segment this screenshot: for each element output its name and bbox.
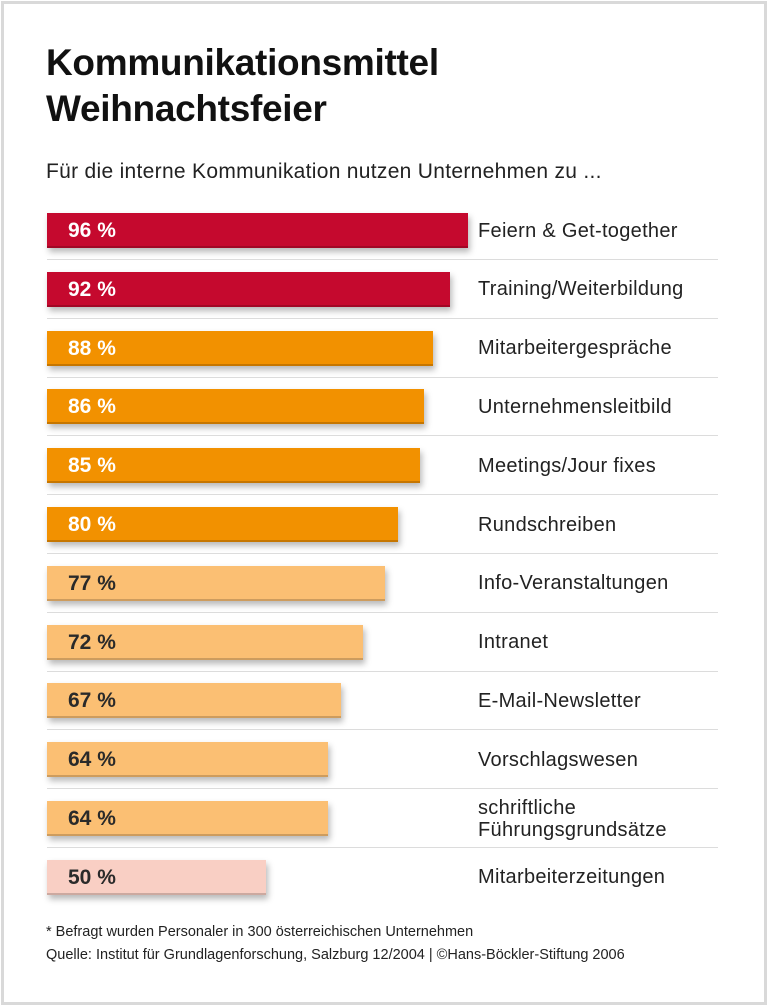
category-label-line: Intranet	[478, 631, 549, 654]
row-divider	[47, 435, 718, 437]
bar	[47, 801, 328, 836]
category-label: Mitarbeitergespräche	[478, 337, 672, 359]
bar	[47, 742, 328, 778]
value-label: 80 %	[68, 513, 116, 536]
category-label: Unternehmensleitbild	[478, 396, 672, 418]
row-divider	[47, 259, 718, 260]
chart-subtitle: Für die interne Kommunikation nutzen Unt…	[46, 160, 602, 183]
category-label-line: Feiern & Get-together	[478, 219, 678, 242]
footnote: * Befragt wurden Personaler in 300 öster…	[46, 924, 474, 940]
row-divider	[47, 670, 718, 672]
row-divider	[47, 729, 718, 731]
bar	[47, 507, 398, 542]
value-label: 86 %	[68, 395, 116, 419]
category-label-line: Unternehmensleitbild	[478, 395, 672, 418]
category-label-line: schriftliche	[478, 796, 577, 819]
value-label: 72 %	[68, 630, 116, 654]
bar	[47, 624, 363, 660]
value-label: 64 %	[68, 807, 116, 830]
bar	[47, 565, 385, 601]
category-label-line: Vorschlagswesen	[478, 748, 639, 771]
row-divider	[47, 376, 718, 378]
title-line-1: Kommunikationsmittel	[46, 42, 439, 83]
category-label: E-Mail-Newsletter	[478, 690, 641, 712]
category-label: Rundschreiben	[478, 514, 616, 536]
category-label: Feiern & Get-together	[478, 220, 678, 242]
category-label-line: Mitarbeiterzeitungen	[478, 866, 666, 889]
category-label: Training/Weiterbildung	[478, 278, 684, 300]
bar	[47, 859, 267, 895]
row-divider	[47, 788, 718, 790]
bar	[47, 389, 425, 425]
value-label: 50 %	[68, 865, 116, 889]
value-label: 64 %	[68, 748, 116, 772]
category-label: Meetings/Jour fixes	[478, 455, 656, 477]
value-label: 67 %	[68, 689, 116, 713]
chart-title: Kommunikationsmittel Weihnachtsfeier	[46, 40, 439, 132]
bar	[47, 271, 451, 307]
category-label-line: Meetings/Jour fixes	[478, 454, 656, 477]
row-divider	[47, 553, 718, 554]
source-note: Quelle: Institut für Grundlagenforschung…	[46, 947, 625, 963]
category-label: Mitarbeiterzeitungen	[478, 866, 665, 888]
category-label-line: Info-Veranstaltungen	[478, 572, 669, 595]
bar	[47, 330, 433, 366]
title-line-2: Weihnachtsfeier	[46, 88, 327, 129]
bar	[47, 448, 420, 484]
category-label-line: Training/Weiterbildung	[478, 278, 684, 301]
value-label: 92 %	[68, 277, 116, 301]
bar	[47, 213, 468, 248]
category-label-line: Führungsgrundsätze	[478, 818, 667, 841]
row-divider	[47, 847, 718, 848]
row-divider	[47, 611, 718, 613]
bar	[47, 683, 341, 719]
value-label: 96 %	[68, 219, 116, 242]
row-divider	[47, 494, 718, 496]
value-label: 85 %	[68, 454, 116, 478]
category-label-line: E-Mail-Newsletter	[478, 689, 641, 712]
value-label: 77 %	[68, 571, 116, 595]
row-divider	[47, 317, 718, 319]
value-label: 88 %	[68, 336, 116, 360]
category-label: Intranet	[478, 631, 548, 653]
category-label-line: Rundschreiben	[478, 513, 617, 536]
category-label: Info-Veranstaltungen	[478, 572, 669, 594]
category-label: schriftliche Führungsgrundsätze	[478, 797, 667, 841]
category-label-line: Mitarbeitergespräche	[478, 337, 672, 360]
category-label: Vorschlagswesen	[478, 749, 638, 771]
